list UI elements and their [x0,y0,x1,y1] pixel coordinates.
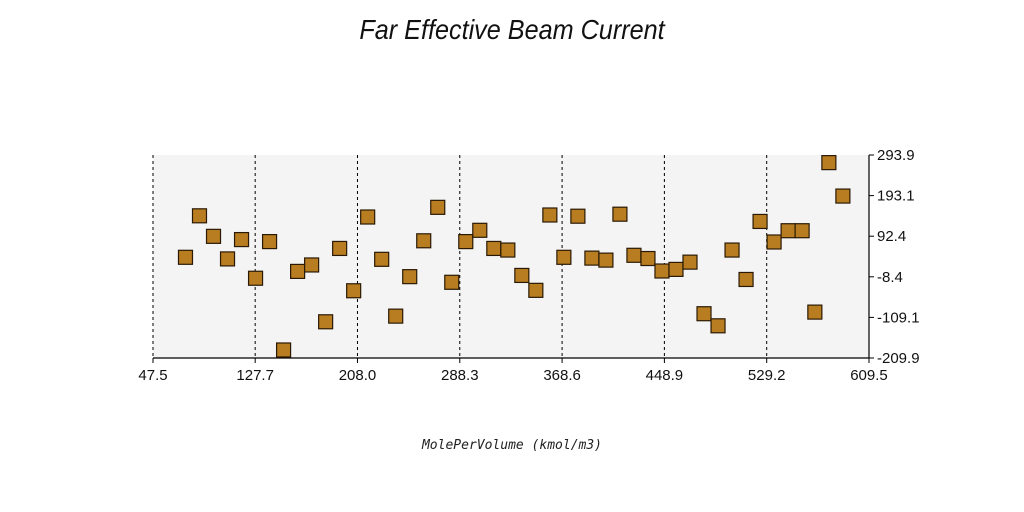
data-points [177,155,851,358]
data-point [388,308,404,324]
data-point [612,206,628,222]
chart-title: Far Effective Beam Current [359,14,665,45]
x-axis-label: MolePerVolume (kmol/m3) [421,438,602,453]
data-point [682,254,698,270]
data-point [318,314,334,330]
data-point [835,188,851,204]
data-point [416,233,432,249]
y-tick-label: 293.9 [877,147,915,164]
data-point [304,257,320,273]
data-point [290,263,306,280]
x-tick-label: 609.5 [850,367,888,384]
data-point [500,242,516,258]
data-point [346,283,362,299]
data-point [766,234,782,250]
data-point [598,252,614,268]
data-point [205,228,222,244]
data-point [374,251,390,267]
data-point [528,282,544,298]
data-point [724,242,740,258]
data-point [458,233,474,250]
data-point [233,231,250,248]
data-point [275,342,292,358]
data-point [360,209,376,225]
y-tick-label: 193.1 [877,188,915,205]
data-point [556,249,572,265]
data-point [584,250,600,266]
data-point [710,318,726,334]
y-tick-label: -109.1 [877,309,920,326]
data-point [668,261,684,277]
y-tick-label: 92.4 [877,228,906,245]
data-point [626,247,642,263]
x-axis-ticks: 47.5 127.7 208.0 288.3 368.6 448.9 529.2 609.5 [138,358,888,384]
data-point [472,222,488,238]
data-point [514,267,530,284]
data-point [247,270,264,286]
data-point [402,269,418,285]
axes [153,155,870,359]
data-point [780,223,796,239]
data-point [191,208,208,224]
x-tick-label: 47.5 [138,367,167,384]
data-point [332,240,348,257]
data-point [570,208,586,224]
x-tick-label: 529.2 [748,367,786,384]
data-point [430,199,446,215]
y-tick-label: -209.9 [877,350,920,367]
data-point [821,155,837,171]
data-point [696,306,712,322]
data-point [640,250,656,267]
data-point [219,251,236,267]
data-point [654,263,670,279]
x-tick-label: 368.6 [543,367,581,384]
data-point [486,240,502,257]
data-point [177,249,194,265]
data-point [444,274,460,290]
data-point [807,304,823,320]
data-point [752,213,768,230]
x-tick-label: 127.7 [236,367,274,384]
data-point [794,223,810,239]
y-tick-label: -8.4 [877,269,903,286]
x-tick-label: 288.3 [441,367,479,384]
x-tick-label: 208.0 [339,367,377,384]
y-axis-ticks: 293.9 193.1 92.4 -8.4 -109.1 -209.9 [869,147,920,367]
x-tick-label: 448.9 [646,367,684,384]
data-point [261,233,278,250]
data-point [542,207,558,223]
data-point [738,271,754,288]
